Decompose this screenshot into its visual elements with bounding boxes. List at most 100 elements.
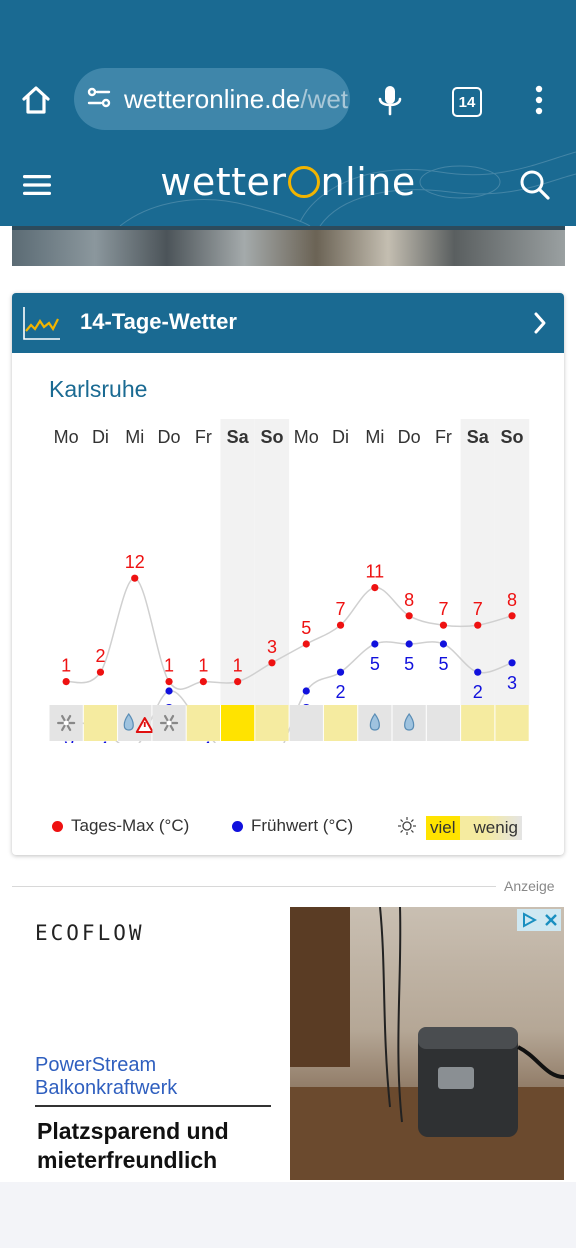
ad-choices-icon[interactable] <box>517 909 561 931</box>
day-label: Di <box>92 427 109 447</box>
url-text: wetteronline.de/wet <box>124 84 348 115</box>
day-label: Di <box>332 427 349 447</box>
early-dot-icon <box>232 820 243 832</box>
max-dot-icon <box>52 820 63 832</box>
ad-headline2: mieterfreundlich <box>37 1147 218 1173</box>
max-temp-label: 1 <box>198 656 208 676</box>
sunshine-cell <box>495 705 529 741</box>
day-label: So <box>260 427 283 447</box>
max-temp-point <box>405 612 413 620</box>
legend-max: Tages-Max (°C) <box>52 816 189 836</box>
early-temp-point <box>405 640 413 648</box>
max-temp-label: 12 <box>125 552 145 572</box>
sun-icon <box>398 816 416 840</box>
max-temp-point <box>474 621 482 629</box>
early-temp-point <box>302 687 310 695</box>
max-temp-point <box>234 678 242 686</box>
day-label: Mi <box>365 427 384 447</box>
max-temp-label: 8 <box>507 590 517 610</box>
max-temp-label: 1 <box>164 656 174 676</box>
max-temp-point <box>96 668 105 676</box>
browser-toolbar: wetteronline.de/wet 14 <box>0 62 576 142</box>
early-temp-point <box>165 687 173 695</box>
chart-trend-icon <box>22 305 62 346</box>
weekend-column <box>220 419 255 705</box>
chevron-right-icon[interactable] <box>532 311 548 340</box>
day-label: Do <box>158 427 181 447</box>
day-label: Mo <box>54 427 79 447</box>
max-temp-point <box>165 678 173 686</box>
advertisement[interactable]: ECOFLOW PowerStream Balkonkraftwerk Plat… <box>13 907 564 1180</box>
max-temp-point <box>336 621 345 629</box>
early-temp-point <box>336 668 345 676</box>
max-temp-label: 7 <box>438 599 448 619</box>
city-name: Karlsruhe <box>49 376 148 402</box>
early-temp-label: 2 <box>336 682 346 702</box>
sunshine-cell <box>426 705 461 741</box>
site-settings-icon[interactable] <box>86 85 114 113</box>
logo-part2: nline <box>320 160 416 204</box>
legend-sun: viel wenig <box>398 816 522 840</box>
max-temp-label: 11 <box>366 562 385 582</box>
early-temp-point <box>439 640 448 648</box>
max-temp-point <box>508 612 516 620</box>
early-temp-label: 5 <box>438 654 448 674</box>
ad-divider <box>12 886 496 887</box>
early-temp-label: 2 <box>473 682 483 702</box>
snowflake-icon <box>63 720 69 726</box>
day-label: Mi <box>125 427 144 447</box>
max-temp-label: 1 <box>233 656 243 676</box>
logo-o-icon <box>287 166 320 198</box>
ad-line1: PowerStream <box>35 1054 157 1076</box>
more-vert-icon[interactable] <box>522 80 556 120</box>
ad-product-image <box>290 907 564 1180</box>
sunshine-cell <box>83 705 118 741</box>
max-temp-label: 1 <box>61 656 71 676</box>
system-navigation-bar <box>0 1182 576 1248</box>
day-label: Sa <box>227 427 250 447</box>
max-temp-label: 5 <box>301 618 311 638</box>
home-icon[interactable] <box>16 80 56 120</box>
legend-max-label: Tages-Max (°C) <box>71 816 190 835</box>
raindrop-icon <box>123 712 134 731</box>
day-label: Do <box>398 427 421 447</box>
site-logo[interactable]: wetter nline <box>0 160 576 204</box>
snowflake-icon <box>166 720 172 726</box>
site-header: wetter nline <box>0 142 576 226</box>
menu-icon[interactable] <box>20 168 54 202</box>
max-temp-label: 7 <box>473 599 483 619</box>
weekend-column <box>494 419 530 705</box>
early-temp-point <box>508 659 516 667</box>
url-host: wetteronline.de <box>124 83 301 114</box>
max-temp-label: 8 <box>404 590 414 610</box>
sunshine-cell <box>255 705 289 741</box>
early-temp-point <box>474 668 482 676</box>
ad-line2: Balkonkraftwerk <box>35 1077 178 1099</box>
ad-rule <box>35 1105 271 1107</box>
address-bar[interactable]: wetteronline.de/wet <box>74 68 350 130</box>
max-temp-label: 7 <box>336 599 346 619</box>
microphone-icon[interactable] <box>370 80 410 120</box>
search-icon[interactable] <box>516 166 554 204</box>
ad-headline1: Platzsparend und <box>37 1118 229 1144</box>
raindrop-icon <box>404 712 415 731</box>
tabs-icon[interactable]: 14 <box>452 87 482 117</box>
early-temp-label: 3 <box>507 673 517 693</box>
url-path: /wet <box>300 83 349 114</box>
max-temp-point <box>439 621 448 629</box>
sunshine-cell <box>323 705 358 741</box>
status-bar <box>0 0 576 62</box>
day-label: Fr <box>195 427 212 447</box>
day-label: So <box>501 427 524 447</box>
legend-early-label: Frühwert (°C) <box>251 816 354 835</box>
max-temp-label: 2 <box>95 646 105 666</box>
sunshine-cell <box>289 705 323 741</box>
topo-pattern <box>119 151 576 226</box>
legend-sun-much: viel <box>426 816 460 840</box>
max-temp-point <box>62 678 70 686</box>
legend-early: Frühwert (°C) <box>232 816 353 836</box>
forecast-card-header[interactable]: 14-Tage-Wetter <box>12 293 564 353</box>
max-temp-point <box>302 640 310 648</box>
early-temp-point <box>371 640 379 648</box>
